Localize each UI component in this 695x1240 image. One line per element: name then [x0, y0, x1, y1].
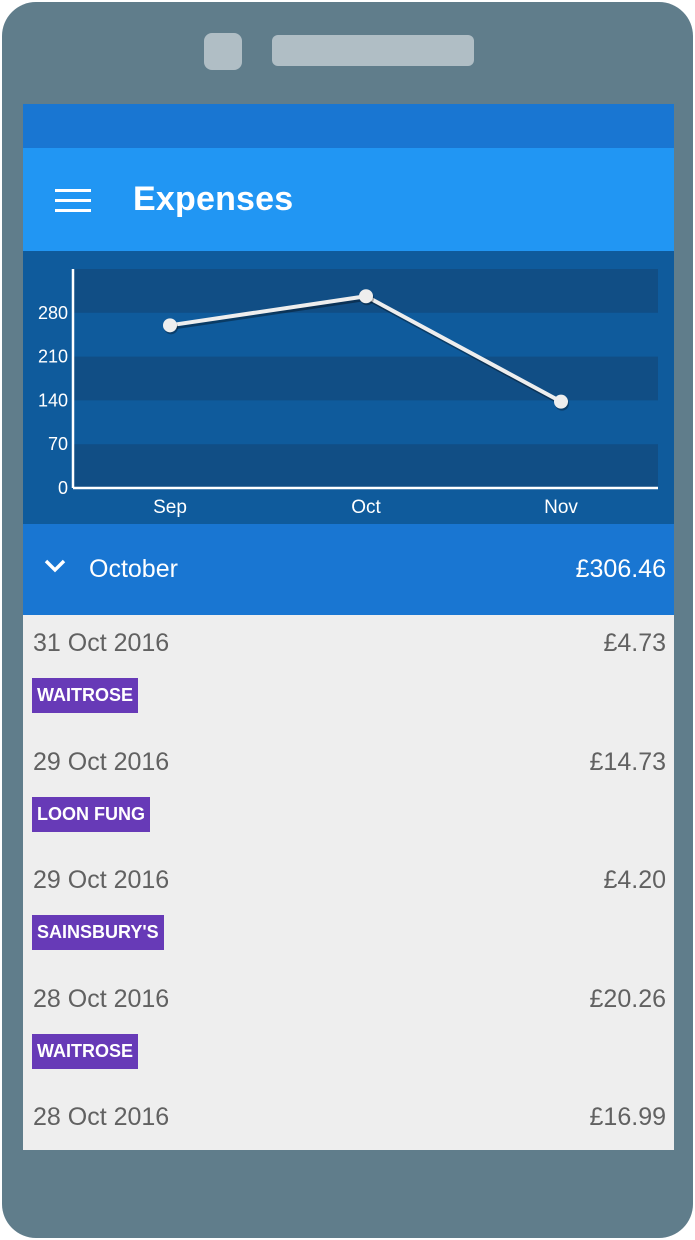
y-tick-label: 140 [38, 390, 68, 410]
x-tick-label: Oct [351, 497, 381, 518]
expense-date: 29 Oct 2016 [33, 866, 170, 894]
expense-amount: £20.26 [589, 984, 666, 1013]
app-screen: Expenses 0 70 140 210 280 Sep Oct Nov October £… [23, 104, 674, 1150]
expense-item[interactable]: 29 Oct 2016 £14.73 LOON FUNG [23, 734, 674, 853]
data-point [359, 289, 373, 304]
line-chart: 0 70 140 210 280 Sep Oct Nov [38, 269, 658, 518]
expense-item[interactable]: 28 Oct 2016 £20.26 WAITROSE [23, 971, 674, 1090]
earpiece-speaker [272, 35, 474, 66]
expense-item[interactable]: 31 Oct 2016 £4.73 WAITROSE [23, 615, 674, 734]
merchant-tag[interactable]: SAINSBURY'S [32, 915, 164, 950]
expense-amount: £4.20 [603, 866, 666, 894]
expense-date: 31 Oct 2016 [33, 629, 170, 657]
expense-list: 31 Oct 2016 £4.73 WAITROSE 29 Oct 2016 £… [23, 615, 674, 1150]
front-camera [204, 33, 242, 70]
y-tick-label: 280 [38, 303, 68, 323]
data-point [163, 318, 177, 333]
x-tick-label: Sep [153, 497, 187, 518]
expense-date: 29 Oct 2016 [33, 747, 170, 776]
expense-amount: £4.73 [603, 629, 666, 657]
chart-grid-band [73, 356, 658, 401]
hamburger-menu-icon[interactable] [55, 189, 91, 213]
merchant-tag[interactable]: WAITROSE [32, 1033, 139, 1069]
expenses-chart: 0 70 140 210 280 Sep Oct Nov [23, 251, 674, 524]
chevron-down-icon[interactable] [44, 559, 66, 573]
page-title: Expenses [133, 180, 294, 218]
expense-item[interactable]: 29 Oct 2016 £4.20 SAINSBURY'S [23, 852, 674, 971]
month-section-header[interactable]: October £306.46 [23, 524, 674, 615]
y-tick-label: 70 [48, 434, 68, 454]
expense-date: 28 Oct 2016 [33, 1103, 170, 1131]
x-tick-label: Nov [544, 497, 578, 518]
chart-grid-band [73, 444, 658, 488]
y-tick-label: 210 [38, 347, 68, 367]
data-point [554, 394, 568, 409]
month-total: £306.46 [575, 555, 666, 583]
expense-item[interactable]: 28 Oct 2016 £16.99 [23, 1089, 674, 1150]
expense-amount: £14.73 [589, 747, 666, 776]
expense-date: 28 Oct 2016 [33, 984, 170, 1013]
month-name: October [89, 555, 178, 583]
expense-amount: £16.99 [589, 1103, 666, 1131]
merchant-tag[interactable]: WAITROSE [32, 678, 139, 713]
status-bar [23, 104, 674, 148]
merchant-tag[interactable]: LOON FUNG [32, 796, 150, 832]
app-bar: Expenses [23, 148, 674, 251]
y-tick-label: 0 [58, 478, 68, 498]
